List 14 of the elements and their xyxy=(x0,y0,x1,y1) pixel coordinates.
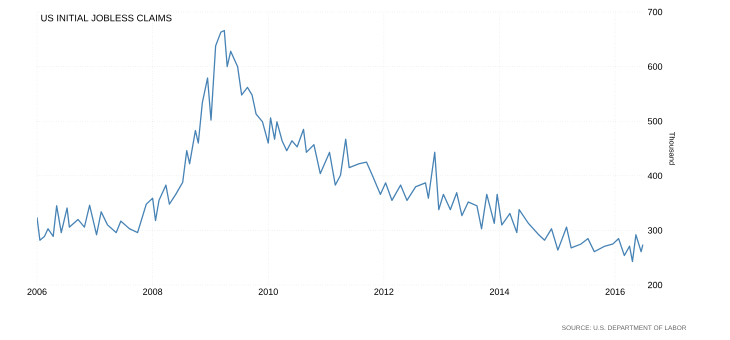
x-tick-label: 2016 xyxy=(606,288,625,295)
x-tick-label: 2010 xyxy=(258,288,278,295)
x-tick-label: 2012 xyxy=(374,288,394,295)
chart-title: US INITIAL JOBLESS CLAIMS xyxy=(41,14,172,22)
x-tick-label: 2014 xyxy=(490,288,510,295)
y-tick-label: 200 xyxy=(648,282,662,288)
y-tick-label: 400 xyxy=(648,172,662,179)
x-tick-label: 2006 xyxy=(27,288,47,295)
y-tick-label: 700 xyxy=(648,8,662,16)
x-tick-label: 2008 xyxy=(143,288,162,295)
y-tick-label: 600 xyxy=(648,63,662,70)
y-tick-label: 500 xyxy=(648,118,662,124)
y-tick-label: 300 xyxy=(648,227,662,234)
line-series xyxy=(37,30,644,262)
